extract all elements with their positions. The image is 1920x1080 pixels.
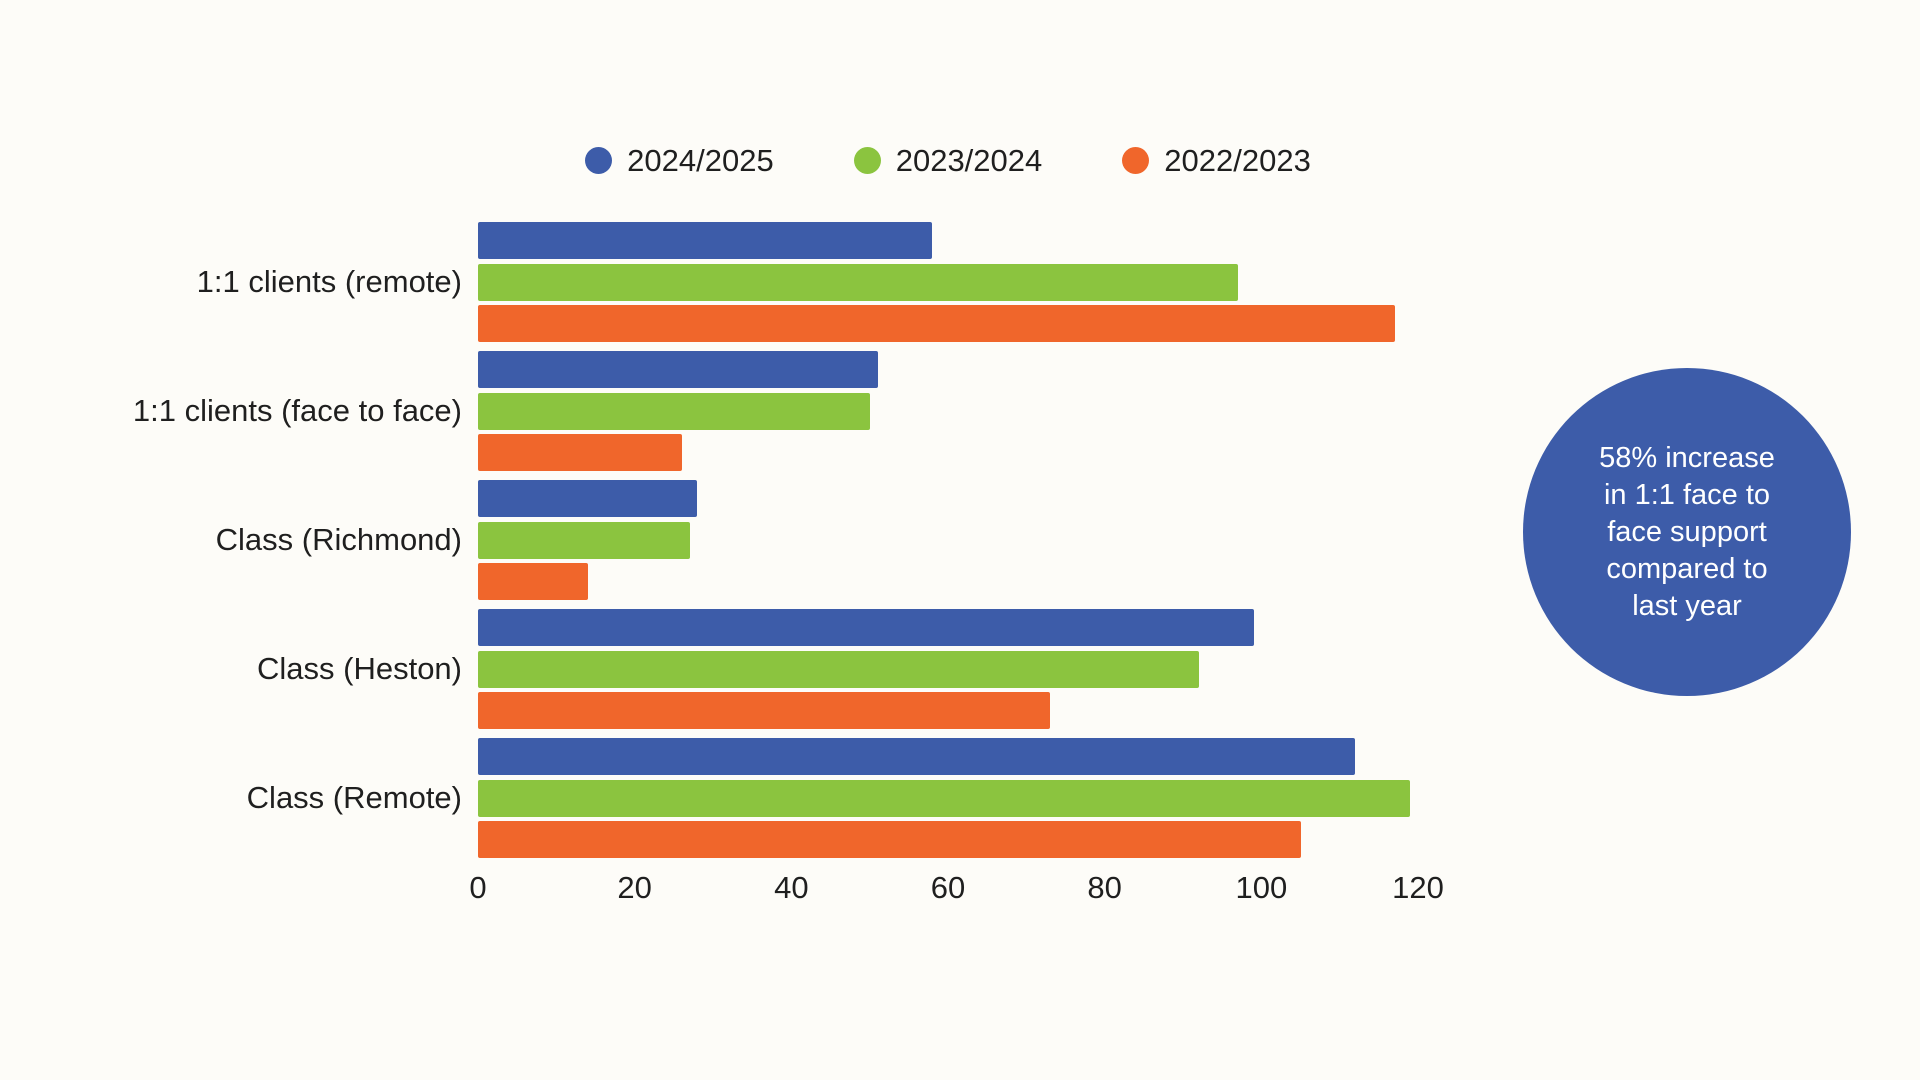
bar-2024-2025: [478, 351, 878, 388]
category-label: Class (Remote): [246, 780, 462, 815]
chart-legend: 2024/2025 2023/2024 2022/2023: [478, 138, 1418, 182]
category-label: Class (Richmond): [215, 522, 462, 557]
x-tick-label: 80: [1087, 870, 1122, 905]
bar-2022-2023: [478, 563, 588, 600]
bar-2022-2023: [478, 434, 682, 471]
x-tick-label: 0: [469, 870, 487, 905]
category-labels: 1:1 clients (remote) 1:1 clients (face to…: [0, 222, 462, 867]
bar-group: [478, 738, 1418, 858]
annotation-circle: 58% increase in 1:1 face to face support…: [1523, 368, 1851, 696]
legend-label: 2023/2024: [895, 142, 1043, 178]
x-tick-label: 40: [774, 870, 809, 905]
bar-group: [478, 222, 1418, 342]
bar-2022-2023: [478, 821, 1301, 858]
category-label: 1:1 clients (remote): [196, 264, 462, 299]
bar-2024-2025: [478, 738, 1356, 775]
bar-2023-2024: [478, 650, 1199, 688]
plot-area: [478, 222, 1418, 867]
bar-2023-2024: [478, 392, 870, 430]
bar-2024-2025: [478, 609, 1254, 646]
legend-label: 2024/2025: [627, 142, 774, 178]
annotation-text: 58% increase in 1:1 face to face support…: [1599, 441, 1775, 622]
category-label: Class (Heston): [257, 651, 462, 686]
bar-2023-2024: [478, 521, 690, 559]
x-tick-label: 100: [1235, 870, 1288, 905]
bar-2022-2023: [478, 305, 1395, 342]
bar-2024-2025: [478, 480, 698, 517]
category-label: 1:1 clients (face to face): [132, 393, 462, 428]
bar-2023-2024: [478, 779, 1411, 817]
x-axis: 0 20 40 60 80 100 120: [469, 868, 1443, 908]
bar-2023-2024: [478, 263, 1238, 301]
bar-2024-2025: [478, 222, 933, 259]
bar-2022-2023: [478, 692, 1050, 729]
x-tick-label: 20: [617, 870, 652, 905]
bar-group: [478, 480, 1418, 600]
legend-item: 2023/2024: [853, 142, 1043, 178]
bar-group: [478, 609, 1418, 729]
legend-item: 2024/2025: [585, 145, 774, 176]
bar-group: [478, 351, 1418, 471]
legend-dot-icon: [1122, 146, 1150, 174]
legend-dot-icon: [585, 146, 613, 174]
legend-label: 2022/2023: [1164, 142, 1311, 178]
legend-dot-icon: [853, 146, 881, 174]
legend-item: 2022/2023: [1122, 145, 1311, 176]
x-tick-label: 60: [930, 870, 966, 905]
x-tick-label: 120: [1392, 870, 1444, 905]
